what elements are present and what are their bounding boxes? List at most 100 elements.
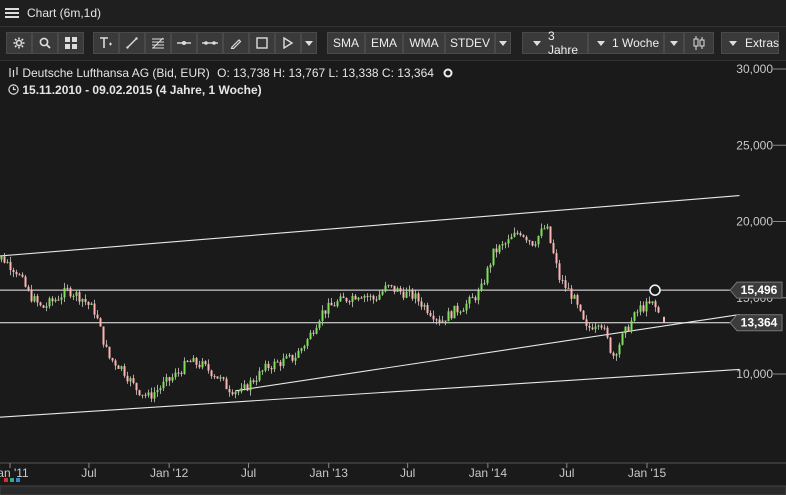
period-dropdown[interactable]: 3 Jahre	[522, 29, 588, 57]
candle-body	[78, 292, 81, 302]
gear-icon	[13, 37, 25, 49]
candle-body	[636, 311, 639, 313]
candle-body	[507, 239, 510, 244]
candle-body	[525, 236, 528, 241]
candle-body	[306, 339, 309, 346]
ema-button[interactable]: EMA	[365, 32, 403, 54]
title-bar: Chart (6m,1d)	[0, 0, 786, 27]
interval-dropdown[interactable]: 1 Woche	[588, 32, 664, 54]
candle-body	[423, 304, 426, 307]
candle-body	[522, 235, 525, 237]
candle-body	[594, 326, 597, 330]
scroll-marker	[16, 478, 20, 482]
toggle-visibility-icon[interactable]	[443, 67, 453, 81]
candle-body	[198, 364, 201, 368]
candle-body	[378, 294, 381, 300]
price-tag-label: 15,496	[741, 283, 778, 297]
layout-button[interactable]	[58, 32, 84, 54]
fibonacci-icon	[151, 37, 165, 49]
candle-body	[426, 304, 429, 314]
candle-body	[390, 285, 393, 287]
settings-button[interactable]	[6, 32, 32, 54]
candle-body	[477, 290, 480, 301]
candle-body	[87, 301, 90, 305]
scroll-marker	[4, 478, 8, 482]
candle-body	[384, 285, 387, 292]
candle-body	[105, 344, 108, 347]
chevron-down-icon	[597, 40, 605, 46]
candle-body	[627, 326, 630, 332]
text-tool-icon	[99, 37, 113, 49]
candle-body	[150, 392, 153, 399]
candle-body	[309, 332, 312, 340]
candle-body	[24, 276, 27, 287]
chart-type-dropdown[interactable]	[664, 32, 684, 54]
candle-body	[270, 367, 273, 370]
search-button[interactable]	[32, 32, 58, 54]
candle-body	[417, 293, 420, 302]
candle-body	[54, 299, 57, 302]
candle-body	[153, 392, 156, 399]
candle-body	[429, 313, 432, 316]
candle-body	[486, 267, 489, 284]
trend-line	[0, 368, 740, 418]
candle-body	[138, 390, 141, 396]
candle-body	[528, 240, 531, 242]
candle-body	[654, 301, 657, 308]
candle-body	[339, 296, 342, 302]
stdev-button[interactable]: STDEV	[445, 32, 495, 54]
text-tool-button[interactable]	[93, 32, 119, 54]
candle-body	[330, 302, 333, 306]
x-axis-label: Jan '13	[310, 466, 349, 480]
fibonacci-tool-button[interactable]	[145, 32, 171, 54]
candle-body	[336, 301, 339, 307]
y-axis-label: 30,000	[736, 62, 773, 76]
candle-body	[591, 327, 594, 330]
candle-body	[489, 264, 492, 268]
candle-body	[513, 232, 516, 237]
candle-body	[102, 326, 105, 345]
candle-body	[258, 371, 261, 381]
stdev-label: STDEV	[449, 36, 490, 50]
drawing-tools-dropdown[interactable]	[301, 32, 317, 54]
candle-body	[534, 244, 537, 246]
candle-body	[588, 326, 591, 328]
cursor-tool-button[interactable]	[275, 32, 301, 54]
ray-tool-button[interactable]	[197, 32, 223, 54]
candle-body	[93, 303, 96, 315]
x-axis-label: Jan '12	[150, 466, 189, 480]
candle-body	[3, 256, 6, 263]
scroll-marker	[10, 478, 14, 482]
trendline-tool-button[interactable]	[119, 32, 145, 54]
horizontal-line-icon	[177, 37, 191, 49]
candle-body	[399, 288, 402, 292]
date-range: 15.11.2010 - 09.02.2015 (4 Jahre, 1 Woch…	[22, 83, 262, 97]
candle-body	[219, 377, 222, 379]
candle-body	[111, 358, 114, 361]
candle-body	[90, 303, 93, 305]
candle-body	[207, 364, 210, 371]
indicators-dropdown[interactable]	[495, 32, 511, 54]
candle-body	[537, 235, 540, 245]
candle-body	[597, 325, 600, 327]
candle-body	[657, 307, 660, 313]
horizontal-line-tool-button[interactable]	[171, 32, 197, 54]
candle-body	[30, 289, 33, 302]
candle-body	[0, 256, 3, 260]
chevron-down-icon	[499, 40, 507, 46]
menu-icon[interactable]	[5, 8, 19, 18]
sma-button[interactable]: SMA	[327, 32, 365, 54]
wma-button[interactable]: WMA	[403, 32, 445, 54]
candle-body	[303, 345, 306, 349]
candle-body	[612, 352, 615, 356]
chart-type-button[interactable]	[684, 32, 714, 54]
candlestick-icon	[692, 36, 706, 50]
price-chart[interactable]: 10,00015,00020,00025,00030,00035,000Jan …	[0, 61, 786, 495]
candle-body	[441, 320, 444, 323]
trend-line	[0, 195, 740, 257]
candle-body	[576, 295, 579, 305]
pencil-tool-button[interactable]	[223, 32, 249, 54]
rectangle-tool-button[interactable]	[249, 32, 275, 54]
extras-dropdown[interactable]: Extras	[721, 32, 779, 54]
candle-body	[168, 377, 171, 381]
